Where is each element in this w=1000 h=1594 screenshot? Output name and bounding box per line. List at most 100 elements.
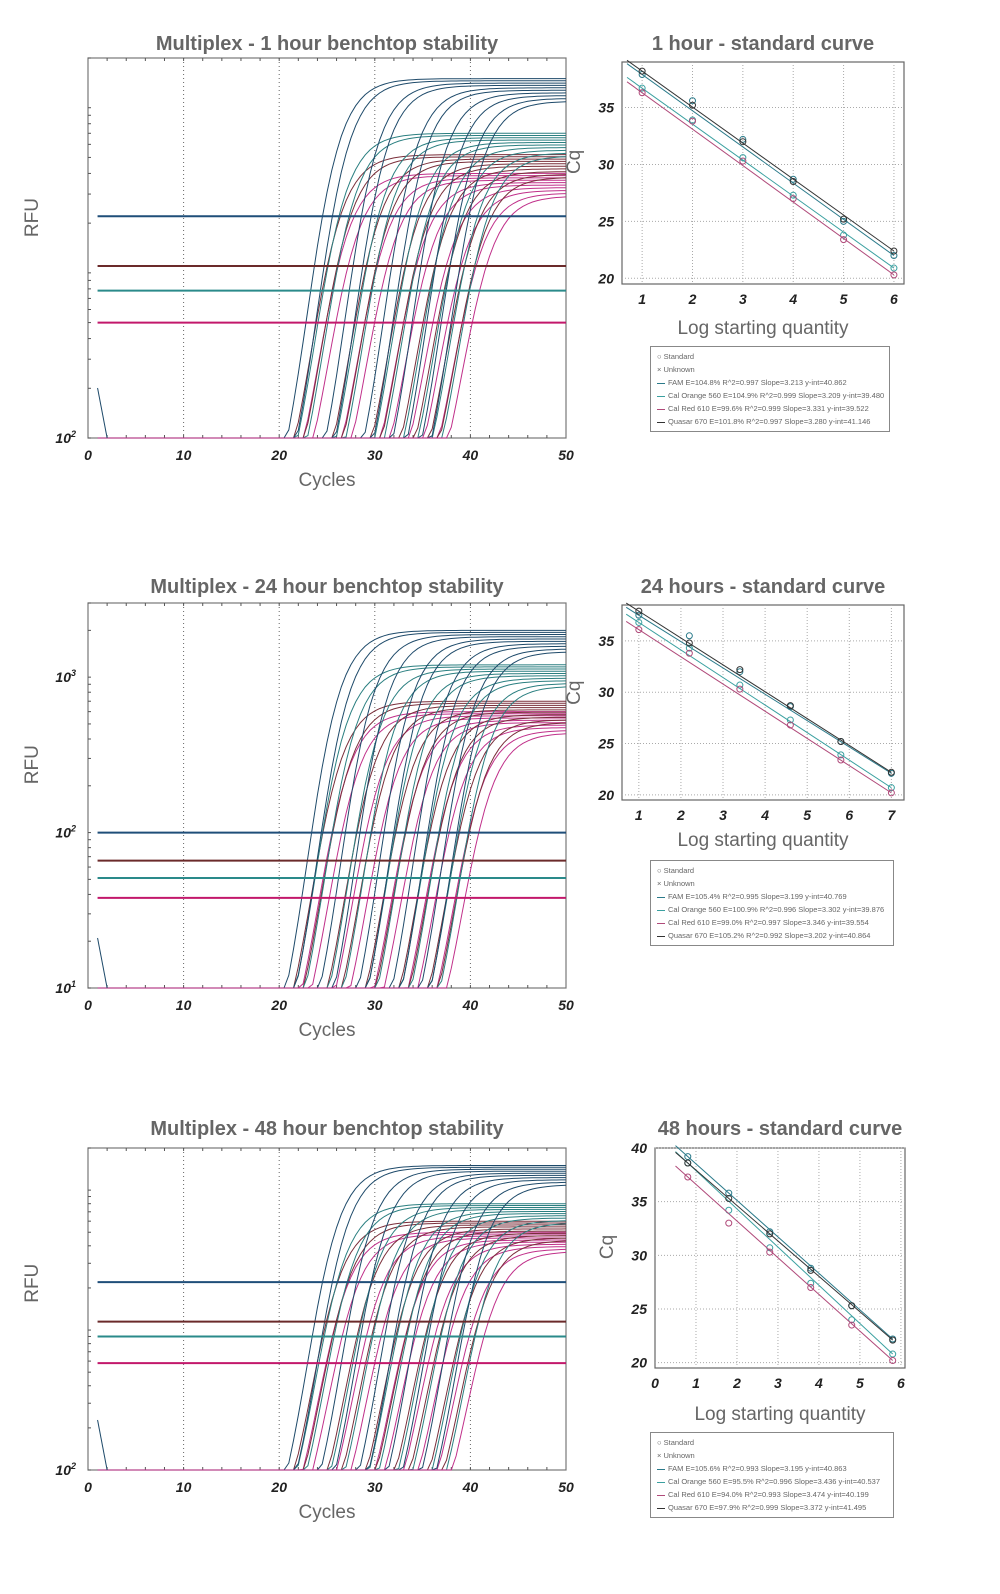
x-tick-label: 0 xyxy=(651,1375,659,1391)
standard-point xyxy=(887,789,895,797)
x-axis-label: Cycles xyxy=(298,470,355,491)
y-tick-label: 20 xyxy=(597,787,614,803)
legend-series-entry: Cal Orange 560 E=95.5% R^2=0.996 Slope=3… xyxy=(657,1475,887,1488)
standard-point xyxy=(789,195,797,203)
standard-point xyxy=(887,784,895,792)
y-tick-label: 30 xyxy=(631,1247,647,1263)
legend-text: FAM E=104.8% R^2=0.997 Slope=3.213 y-int… xyxy=(668,378,847,387)
standard-point xyxy=(685,632,693,640)
x-tick-label: 6 xyxy=(897,1375,905,1391)
standard-point xyxy=(837,756,845,764)
standard-point xyxy=(890,252,898,260)
legend-text: Cal Red 610 E=99.0% R^2=0.997 Slope=3.34… xyxy=(668,918,869,927)
x-tick-label: 2 xyxy=(676,807,685,823)
standard-curve-legend-48h: ○ Standard × Unknown FAM E=105.6% R^2=0.99… xyxy=(650,1432,894,1518)
y-tick-label: 102 xyxy=(55,1461,76,1478)
amplification-curve xyxy=(97,196,567,439)
legend-text: Cal Red 610 E=94.0% R^2=0.993 Slope=3.47… xyxy=(668,1490,869,1499)
legend-unknown: × Unknown xyxy=(657,1451,695,1460)
standard-point xyxy=(889,1356,897,1364)
regression-line xyxy=(675,1151,894,1355)
standard-point xyxy=(807,1264,815,1272)
regression-line xyxy=(675,1165,894,1361)
standard-point xyxy=(736,685,744,693)
standard-point xyxy=(890,247,898,255)
legend-series-entry: Quasar 670 E=101.8% R^2=0.997 Slope=3.28… xyxy=(657,415,883,428)
standard-curve-legend-24h: ○ Standard × Unknown FAM E=105.4% R^2=0.99… xyxy=(650,860,894,946)
standard-point xyxy=(890,271,898,279)
regression-line xyxy=(625,613,892,789)
legend-swatch xyxy=(657,1481,665,1483)
x-tick-label: 1 xyxy=(635,807,643,823)
legend-swatch xyxy=(657,909,665,911)
standard-point xyxy=(889,1336,897,1344)
regression-line xyxy=(675,1145,894,1340)
y-axis-label: RFU xyxy=(22,198,43,237)
y-tick-label: 25 xyxy=(597,736,614,752)
standard-point xyxy=(684,1173,692,1181)
standard-point xyxy=(736,668,744,676)
amplification-curve xyxy=(97,1251,567,1471)
standard-point xyxy=(739,157,747,165)
standard-point xyxy=(689,101,696,109)
x-tick-label: 0 xyxy=(84,1479,92,1495)
y-tick-label: 30 xyxy=(598,684,614,700)
standard-point xyxy=(807,1284,815,1292)
legend-swatch xyxy=(657,1507,665,1509)
x-tick-label: 20 xyxy=(270,1479,287,1495)
standard-point xyxy=(739,154,747,162)
standard-point xyxy=(766,1230,774,1238)
x-tick-label: 10 xyxy=(176,997,192,1013)
legend-swatch xyxy=(657,1468,665,1470)
standard-point xyxy=(689,117,696,125)
y-tick-label: 103 xyxy=(55,668,76,685)
x-tick-label: 40 xyxy=(462,997,479,1013)
standard-point xyxy=(635,611,643,619)
legend-swatch xyxy=(657,922,665,924)
legend-text: Quasar 670 E=105.2% R^2=0.992 Slope=3.20… xyxy=(668,931,871,940)
legend-text: Cal Orange 560 E=95.5% R^2=0.996 Slope=3… xyxy=(668,1477,881,1486)
x-tick-label: 1 xyxy=(692,1375,700,1391)
legend-unknown: × Unknown xyxy=(657,879,695,888)
standard-curve-1: 24 hours - standard curve 1 2 3 4 5 6 7 20 25 30 35… xyxy=(564,576,905,851)
x-axis-label: Cycles xyxy=(298,1020,355,1041)
x-tick-label: 6 xyxy=(845,807,853,823)
standard-point xyxy=(725,1219,733,1227)
x-axis-label: Log starting quantity xyxy=(677,830,849,851)
y-tick-label: 20 xyxy=(597,270,614,286)
legend-swatch xyxy=(657,408,665,410)
x-tick-label: 50 xyxy=(558,1479,574,1495)
legend-standard: ○ Standard xyxy=(657,866,695,875)
x-tick-label: 2 xyxy=(688,291,697,307)
standard-point xyxy=(890,264,898,272)
x-tick-label: 3 xyxy=(774,1375,782,1391)
standard-point xyxy=(807,1266,815,1274)
baseline-noise xyxy=(97,937,108,989)
y-tick-label: 20 xyxy=(630,1355,647,1371)
x-tick-label: 10 xyxy=(176,1479,192,1495)
x-tick-label: 10 xyxy=(176,447,192,463)
x-tick-label: 6 xyxy=(890,291,898,307)
x-tick-label: 30 xyxy=(367,997,383,1013)
x-tick-label: 2 xyxy=(732,1375,741,1391)
legend-text: FAM E=105.6% R^2=0.993 Slope=3.195 y-int… xyxy=(668,1464,847,1473)
standard-point xyxy=(638,89,646,97)
legend-series-entry: FAM E=105.4% R^2=0.995 Slope=3.199 y-int… xyxy=(657,890,887,903)
legend-series-entry: FAM E=105.6% R^2=0.993 Slope=3.195 y-int… xyxy=(657,1462,887,1475)
legend-text: Cal Red 610 E=99.6% R^2=0.999 Slope=3.33… xyxy=(668,404,869,413)
legend-swatch xyxy=(657,382,665,384)
standard-point xyxy=(887,768,895,776)
x-axis-label: Log starting quantity xyxy=(694,1404,866,1425)
x-tick-label: 4 xyxy=(760,807,769,823)
chart-title: 48 hours - standard curve xyxy=(658,1118,903,1140)
standard-curve-2: 48 hours - standard curve 0 1 2 3 4 5 6 20 25 30 35… xyxy=(597,1118,906,1425)
standard-curve-0: 1 hour - standard curve 1 2 3 4 5 6 20 25 30 35 Log… xyxy=(564,33,905,339)
standard-point xyxy=(766,1248,774,1256)
y-tick-label: 35 xyxy=(631,1194,647,1210)
regression-line xyxy=(625,602,892,773)
plot-frame xyxy=(621,61,905,285)
regression-line xyxy=(626,81,895,276)
standard-point xyxy=(638,84,646,92)
amplification-plot-0: Multiplex - 1 hour benchtop stability 0 10… xyxy=(22,33,574,491)
x-tick-label: 40 xyxy=(462,447,479,463)
